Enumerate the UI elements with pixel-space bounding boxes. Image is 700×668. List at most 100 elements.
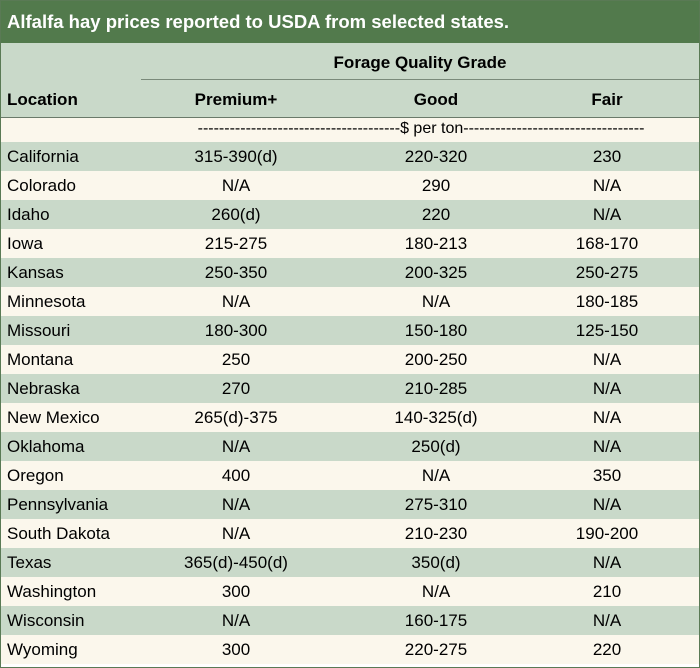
- location-column-header: Location: [7, 90, 78, 109]
- fair-price-cell: 230: [592, 147, 622, 166]
- table-row: Wyoming 300 220-275 220: [1, 635, 699, 664]
- table-row: Colorado N/A 290 N/A: [1, 171, 699, 200]
- fair-price-cell: 220: [592, 640, 622, 659]
- good-column-header: Good: [413, 90, 459, 109]
- forage-quality-grade-label: Forage Quality Grade: [333, 53, 507, 72]
- location-cell: Kansas: [7, 263, 64, 282]
- premium-price-cell: N/A: [221, 524, 251, 543]
- table-row: New Mexico 265(d)-375 140-325(d) N/A: [1, 403, 699, 432]
- table-row: Texas 365(d)-450(d) 350(d) N/A: [1, 548, 699, 577]
- location-cell: Texas: [7, 553, 52, 572]
- location-cell: Montana: [7, 350, 74, 369]
- premium-price-cell: 270: [221, 379, 251, 398]
- fair-price-cell: N/A: [592, 553, 622, 572]
- good-price-cell: 275-310: [404, 495, 468, 514]
- table-row: Idaho 260(d) 220 N/A: [1, 200, 699, 229]
- header-bottom-border: [1, 117, 699, 118]
- good-price-cell: 200-325: [404, 263, 468, 282]
- table-row: Nebraska 270 210-285 N/A: [1, 374, 699, 403]
- good-price-cell: 140-325(d): [394, 408, 478, 427]
- table-row: Kansas 250-350 200-325 250-275: [1, 258, 699, 287]
- premium-price-cell: N/A: [221, 495, 251, 514]
- table-header: Forage Quality Grade Location Premium+ G…: [1, 43, 699, 117]
- premium-price-cell: 300: [221, 582, 251, 601]
- good-price-cell: 150-180: [404, 321, 468, 340]
- location-cell: Oregon: [7, 466, 64, 485]
- fair-price-cell: N/A: [592, 495, 622, 514]
- location-cell: Wyoming: [7, 640, 78, 659]
- table-row: Minnesota N/A N/A 180-185: [1, 287, 699, 316]
- good-price-cell: 210-285: [404, 379, 468, 398]
- units-label: --------------------------------------$ …: [197, 120, 645, 137]
- location-cell: Pennsylvania: [7, 495, 109, 514]
- fair-price-cell: 125-150: [575, 321, 639, 340]
- location-cell: Idaho: [7, 205, 50, 224]
- premium-price-cell: N/A: [221, 437, 251, 456]
- good-price-cell: 290: [421, 176, 451, 195]
- fair-price-cell: N/A: [592, 205, 622, 224]
- fair-price-cell: N/A: [592, 176, 622, 195]
- table-row: Oklahoma N/A 250(d) N/A: [1, 432, 699, 461]
- premium-price-cell: 250-350: [204, 263, 268, 282]
- units-row: --------------------------------------$ …: [1, 118, 699, 142]
- fair-price-cell: 250-275: [575, 263, 639, 282]
- table-row: Pennsylvania N/A 275-310 N/A: [1, 490, 699, 519]
- table-row: Montana 250 200-250 N/A: [1, 345, 699, 374]
- premium-price-cell: 400: [221, 466, 251, 485]
- location-cell: Missouri: [7, 321, 71, 340]
- location-cell: Oklahoma: [7, 437, 85, 456]
- good-price-cell: 250(d): [411, 437, 461, 456]
- location-cell: Washington: [7, 582, 97, 601]
- fair-price-cell: 190-200: [575, 524, 639, 543]
- fair-column-header: Fair: [591, 90, 623, 109]
- fair-price-cell: 168-170: [575, 234, 639, 253]
- location-cell: California: [7, 147, 79, 166]
- good-price-cell: 180-213: [404, 234, 468, 253]
- premium-price-cell: N/A: [221, 176, 251, 195]
- location-cell: New Mexico: [7, 408, 100, 427]
- premium-price-cell: 300: [221, 640, 251, 659]
- location-cell: Wisconsin: [7, 611, 85, 630]
- fair-price-cell: N/A: [592, 350, 622, 369]
- good-price-cell: 220: [421, 205, 451, 224]
- good-price-cell: 350(d): [411, 553, 461, 572]
- good-price-cell: 210-230: [404, 524, 468, 543]
- premium-price-cell: 260(d): [211, 205, 261, 224]
- fair-price-cell: N/A: [592, 437, 622, 456]
- fair-price-cell: 210: [592, 582, 622, 601]
- premium-price-cell: 265(d)-375: [194, 408, 278, 427]
- fair-price-cell: N/A: [592, 611, 622, 630]
- good-price-cell: 220-320: [404, 147, 468, 166]
- table-row: Wisconsin N/A 160-175 N/A: [1, 606, 699, 635]
- table-row: South Dakota N/A 210-230 190-200: [1, 519, 699, 548]
- location-cell: South Dakota: [7, 524, 111, 543]
- good-price-cell: N/A: [421, 582, 451, 601]
- premium-column-header: Premium+: [194, 90, 278, 109]
- fair-price-cell: N/A: [592, 379, 622, 398]
- premium-price-cell: N/A: [221, 611, 251, 630]
- premium-price-cell: 250: [221, 350, 251, 369]
- good-price-cell: 220-275: [404, 640, 468, 659]
- table-row: Washington 300 N/A 210: [1, 577, 699, 606]
- premium-price-cell: 315-390(d): [194, 147, 278, 166]
- premium-price-cell: 215-275: [204, 234, 268, 253]
- table-row: California 315-390(d) 220-320 230: [1, 142, 699, 171]
- good-price-cell: N/A: [421, 292, 451, 311]
- fair-price-cell: N/A: [592, 408, 622, 427]
- table-row: Iowa 215-275 180-213 168-170: [1, 229, 699, 258]
- table-row: Missouri 180-300 150-180 125-150: [1, 316, 699, 345]
- premium-price-cell: N/A: [221, 292, 251, 311]
- premium-price-cell: 180-300: [204, 321, 268, 340]
- location-cell: Colorado: [7, 176, 76, 195]
- good-price-cell: 200-250: [404, 350, 468, 369]
- fair-price-cell: 180-185: [575, 292, 639, 311]
- fair-price-cell: 350: [592, 466, 622, 485]
- location-cell: Nebraska: [7, 379, 80, 398]
- location-cell: Minnesota: [7, 292, 86, 311]
- table-body: California 315-390(d) 220-320 230 Colorado N/…: [1, 142, 699, 664]
- good-price-cell: 160-175: [404, 611, 468, 630]
- table-title: Alfalfa hay prices reported to USDA from…: [1, 1, 699, 43]
- header-divider: [141, 79, 699, 80]
- good-price-cell: N/A: [421, 466, 451, 485]
